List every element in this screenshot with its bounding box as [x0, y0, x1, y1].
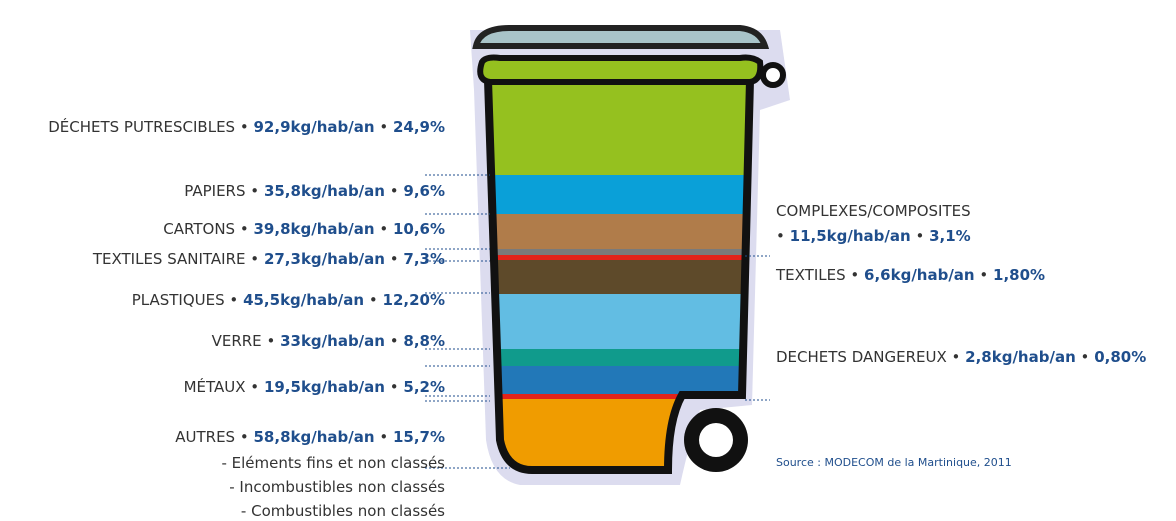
detail: - Incombustibles non classés: [229, 477, 445, 497]
left-label: PAPIERS • 35,8kg/hab/an • 9,6%: [184, 181, 445, 201]
amount: 92,9kg/hab/an: [254, 118, 375, 136]
right-label: • 11,5kg/hab/an • 3,1%: [776, 226, 971, 246]
amount: 27,3kg/hab/an: [264, 250, 385, 268]
detail: - Combustibles non classés: [241, 501, 445, 521]
separator: •: [850, 266, 859, 284]
separator: •: [250, 182, 259, 200]
layer: [480, 294, 760, 349]
separator: •: [250, 378, 259, 396]
left-label: TEXTILES SANITAIRE • 27,3kg/hab/an • 7,3…: [93, 249, 445, 269]
separator: •: [240, 118, 249, 136]
share: 8,8%: [403, 332, 445, 350]
amount: 35,8kg/hab/an: [264, 182, 385, 200]
bin-rim: [480, 58, 760, 83]
layer: [480, 349, 760, 366]
left-label: PLASTIQUES • 45,5kg/hab/an • 12,20%: [132, 290, 445, 310]
category: VERRE: [212, 332, 262, 350]
amount: 19,5kg/hab/an: [264, 378, 385, 396]
share: 15,7%: [393, 428, 445, 446]
detail: - Eléments fins et non classés: [221, 453, 445, 473]
left-label: MÉTAUX • 19,5kg/hab/an • 5,2%: [184, 377, 445, 397]
share: 0,80%: [1094, 348, 1146, 366]
amount: 6,6kg/hab/an: [864, 266, 975, 284]
category: PLASTIQUES: [132, 291, 225, 309]
right-label: DECHETS DANGEREUX • 2,8kg/hab/an • 0,80%: [776, 347, 1146, 367]
layer: [480, 249, 760, 255]
category: DÉCHETS PUTRESCIBLES: [48, 118, 235, 136]
amount: 39,8kg/hab/an: [254, 220, 375, 238]
left-label: DÉCHETS PUTRESCIBLES • 92,9kg/hab/an • 2…: [48, 117, 445, 137]
left-label: CARTONS • 39,8kg/hab/an • 10,6%: [163, 219, 445, 239]
separator: •: [369, 291, 378, 309]
separator: •: [979, 266, 988, 284]
share: 12,20%: [383, 291, 445, 309]
separator: •: [390, 182, 399, 200]
category: PAPIERS: [184, 182, 245, 200]
separator: •: [915, 227, 924, 245]
amount: 45,5kg/hab/an: [243, 291, 364, 309]
amount: 11,5kg/hab/an: [790, 227, 911, 245]
share: 7,3%: [403, 250, 445, 268]
separator: •: [379, 118, 388, 136]
right-label: COMPLEXES/COMPOSITES: [776, 201, 971, 221]
layer: [480, 255, 760, 260]
share: 9,6%: [403, 182, 445, 200]
right-label: TEXTILES • 6,6kg/hab/an • 1,80%: [776, 265, 1045, 285]
separator: •: [240, 428, 249, 446]
separator: •: [379, 428, 388, 446]
separator: •: [390, 378, 399, 396]
category: TEXTILES SANITAIRE: [93, 250, 246, 268]
left-label: VERRE • 33kg/hab/an • 8,8%: [212, 331, 445, 351]
share: 24,9%: [393, 118, 445, 136]
separator: •: [229, 291, 238, 309]
infographic: DÉCHETS PUTRESCIBLES • 92,9kg/hab/an • 2…: [0, 0, 1176, 518]
separator: •: [390, 332, 399, 350]
amount: 33kg/hab/an: [280, 332, 385, 350]
category: COMPLEXES/COMPOSITES: [776, 202, 971, 220]
category: TEXTILES: [776, 266, 846, 284]
separator: •: [390, 250, 399, 268]
separator: •: [266, 332, 275, 350]
left-label: AUTRES • 58,8kg/hab/an • 15,7%: [175, 427, 445, 447]
layer: [480, 214, 760, 249]
separator: •: [250, 250, 259, 268]
amount: 58,8kg/hab/an: [254, 428, 375, 446]
category: AUTRES: [175, 428, 235, 446]
share: 10,6%: [393, 220, 445, 238]
share: 1,80%: [993, 266, 1045, 284]
layer: [480, 260, 760, 294]
layer: [480, 175, 760, 214]
wheel-hub: [699, 423, 733, 457]
separator: •: [776, 227, 785, 245]
category: CARTONS: [163, 220, 235, 238]
layer: [480, 366, 760, 394]
category: MÉTAUX: [184, 378, 246, 396]
share: 3,1%: [929, 227, 971, 245]
share: 5,2%: [403, 378, 445, 396]
amount: 2,8kg/hab/an: [965, 348, 1076, 366]
bin-handle: [763, 65, 783, 85]
source: Source : MODECOM de la Martinique, 2011: [776, 456, 1012, 469]
separator: •: [379, 220, 388, 238]
category: DECHETS DANGEREUX: [776, 348, 947, 366]
separator: •: [240, 220, 249, 238]
bin-lid: [476, 28, 765, 46]
